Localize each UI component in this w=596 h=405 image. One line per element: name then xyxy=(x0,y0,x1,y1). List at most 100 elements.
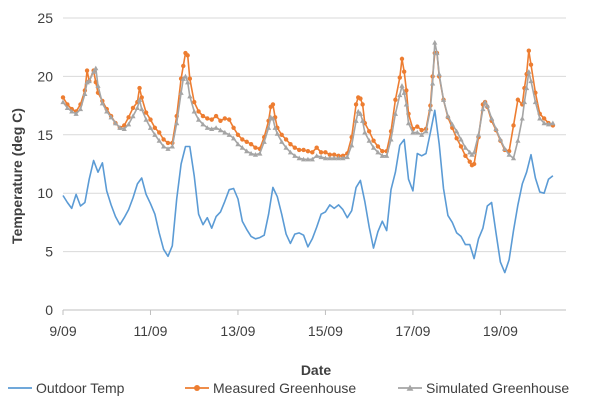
data-point xyxy=(121,126,127,132)
data-point xyxy=(60,95,66,100)
data-point xyxy=(340,155,346,161)
data-point xyxy=(84,68,90,73)
y-tick-label: 0 xyxy=(45,302,53,318)
x-tick-label: 17/09 xyxy=(395,323,430,339)
data-point xyxy=(489,115,495,121)
data-point xyxy=(174,120,180,126)
data-point xyxy=(200,113,206,119)
data-point xyxy=(147,125,154,130)
data-point xyxy=(454,136,459,141)
data-point xyxy=(318,154,324,160)
data-point xyxy=(209,126,215,132)
data-point xyxy=(427,106,434,112)
data-point xyxy=(475,132,482,137)
series-group xyxy=(60,39,556,274)
data-point xyxy=(358,96,363,101)
data-point xyxy=(213,113,219,119)
data-point xyxy=(122,123,127,128)
series-simulated-greenhouse xyxy=(60,39,556,162)
data-point xyxy=(532,99,538,105)
data-point xyxy=(462,145,468,150)
data-point xyxy=(526,48,532,53)
data-point xyxy=(185,53,190,58)
data-point xyxy=(95,83,101,88)
y-axis-ticks: 0 5 10 15 20 25 xyxy=(37,10,53,318)
x-tick-label: 11/09 xyxy=(133,323,167,339)
data-point xyxy=(143,110,149,115)
data-point xyxy=(248,150,254,156)
data-point xyxy=(178,90,184,95)
data-point xyxy=(550,120,556,126)
data-point xyxy=(301,147,306,153)
data-point xyxy=(445,113,451,119)
data-point xyxy=(196,109,201,114)
data-point xyxy=(528,78,534,84)
data-point xyxy=(370,145,377,150)
data-point xyxy=(399,83,405,88)
data-point xyxy=(305,148,311,154)
data-point xyxy=(528,62,534,67)
legend-marker xyxy=(194,385,200,391)
data-point xyxy=(261,139,267,144)
data-point xyxy=(305,156,311,162)
data-point xyxy=(99,100,105,106)
data-point xyxy=(318,150,324,155)
data-point xyxy=(545,121,552,127)
data-point xyxy=(371,138,376,143)
data-point xyxy=(429,80,436,86)
data-point xyxy=(139,95,144,100)
y-tick-label: 20 xyxy=(37,68,53,84)
data-point xyxy=(360,102,365,107)
data-point xyxy=(515,97,521,102)
data-point xyxy=(309,156,315,162)
data-point xyxy=(192,99,197,105)
data-point xyxy=(205,116,210,121)
data-point xyxy=(137,85,142,91)
data-point xyxy=(449,121,455,127)
data-point xyxy=(392,111,399,116)
data-point xyxy=(355,108,361,114)
data-point xyxy=(310,150,315,155)
data-point xyxy=(187,93,193,99)
series-line xyxy=(62,109,554,274)
data-point xyxy=(463,153,468,159)
data-point xyxy=(537,115,543,121)
data-point xyxy=(375,149,381,155)
data-point xyxy=(511,123,516,128)
data-point xyxy=(300,156,307,162)
data-point xyxy=(353,102,359,107)
data-point xyxy=(292,153,298,158)
data-point xyxy=(335,155,342,161)
data-point xyxy=(526,69,532,74)
data-point xyxy=(366,129,372,134)
data-point xyxy=(222,116,228,121)
legend-item: Measured Greenhouse xyxy=(185,380,356,396)
data-point xyxy=(541,120,547,126)
data-point xyxy=(419,127,424,133)
data-point xyxy=(248,141,254,147)
data-point xyxy=(405,120,412,126)
data-point xyxy=(458,136,464,142)
data-point xyxy=(222,129,228,135)
gridlines xyxy=(63,17,566,253)
data-point xyxy=(296,155,302,161)
data-point xyxy=(467,159,472,164)
data-point xyxy=(126,121,132,127)
data-point xyxy=(327,152,333,157)
data-point xyxy=(401,69,407,74)
data-point xyxy=(403,101,409,107)
data-point xyxy=(235,132,241,137)
data-point xyxy=(200,121,206,127)
y-tick-label: 5 xyxy=(45,244,53,260)
data-point xyxy=(270,102,276,107)
data-point xyxy=(414,129,420,135)
data-point xyxy=(156,138,162,143)
data-point xyxy=(432,39,438,45)
data-point xyxy=(152,132,158,137)
data-point xyxy=(279,139,285,144)
data-point xyxy=(415,124,420,129)
data-point xyxy=(230,135,237,141)
data-point xyxy=(157,130,162,135)
data-point xyxy=(434,50,440,56)
